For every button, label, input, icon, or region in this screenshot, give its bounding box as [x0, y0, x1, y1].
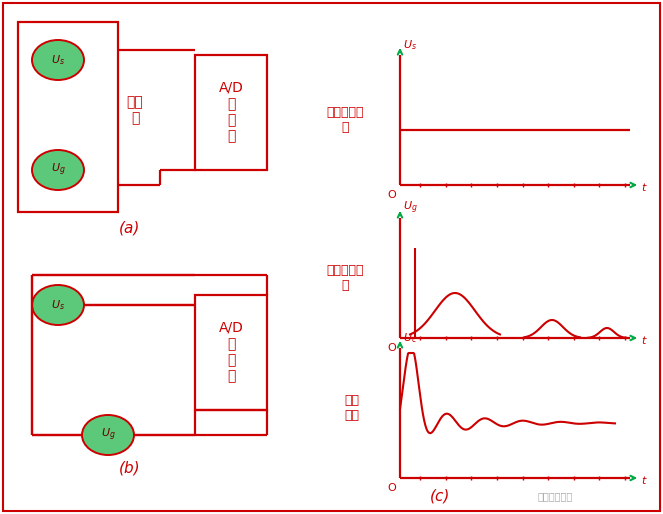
Text: $U_g$: $U_g$: [50, 162, 66, 178]
Text: $t$: $t$: [640, 334, 647, 346]
Text: $U_c$: $U_c$: [403, 331, 417, 345]
Bar: [195, 295, 267, 410]
Text: 电工技术之家: 电工技术之家: [538, 491, 573, 501]
Ellipse shape: [82, 415, 134, 455]
Ellipse shape: [32, 285, 84, 325]
Bar: [195, 55, 267, 170]
Text: $U_s$: $U_s$: [51, 298, 65, 312]
Ellipse shape: [32, 150, 84, 190]
Text: $t$: $t$: [640, 181, 647, 193]
Text: A/D
转
换
器: A/D 转 换 器: [219, 81, 243, 143]
Text: $U_g$: $U_g$: [101, 427, 115, 443]
Text: $U_s$: $U_s$: [403, 38, 417, 52]
Text: $U_g$: $U_g$: [403, 200, 418, 216]
Text: O: O: [388, 190, 396, 200]
Text: 信号
源: 信号 源: [127, 95, 143, 125]
Text: 串模干扰信
号: 串模干扰信 号: [326, 264, 364, 292]
Text: 实测
信号: 实测 信号: [345, 394, 359, 422]
Text: 理想被测信
号: 理想被测信 号: [326, 106, 364, 134]
Text: (a): (a): [119, 221, 141, 235]
Text: $U_s$: $U_s$: [51, 53, 65, 67]
Ellipse shape: [32, 40, 84, 80]
Bar: [18, 22, 118, 212]
Text: (b): (b): [119, 461, 141, 475]
Text: A/D
转
换
器: A/D 转 换 器: [219, 321, 243, 383]
Text: (c): (c): [430, 488, 450, 504]
Text: $t$: $t$: [640, 474, 647, 486]
Text: O: O: [388, 483, 396, 493]
Text: O: O: [388, 343, 396, 353]
